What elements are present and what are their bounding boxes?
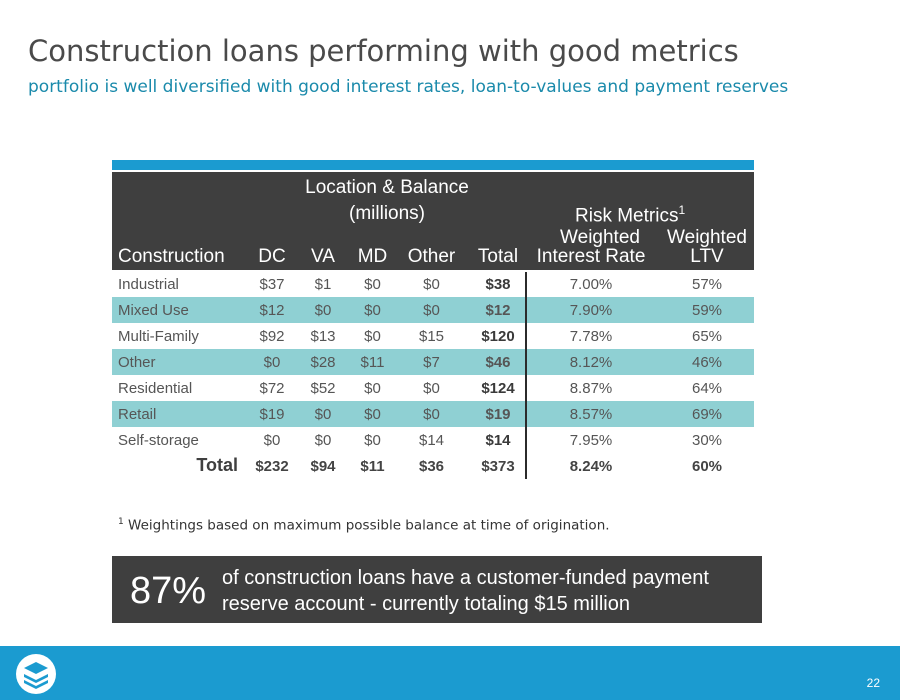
cell-ltv: 30%: [691, 432, 723, 449]
cell-rate: 7.90%: [569, 302, 613, 319]
callout-text-line2: reserve account - currently totaling $15…: [222, 593, 630, 615]
total-total: $373: [481, 458, 515, 475]
total-ltv: 60%: [691, 458, 723, 475]
col-ltv-line2: LTV: [690, 246, 724, 267]
page-number: 22: [866, 676, 880, 690]
cell-md: $0: [364, 432, 381, 449]
col-dc: DC: [258, 246, 286, 267]
cell-rate: 8.87%: [569, 380, 613, 397]
cell-total: $46: [485, 354, 511, 371]
table-row: Multi-Family $92 $13 $0 $15 $120 7.78% 6…: [112, 323, 754, 349]
cell-va: $0: [314, 302, 332, 319]
row-label: Other: [118, 354, 156, 371]
cell-total: $12: [485, 302, 511, 319]
col-other: Other: [407, 246, 456, 267]
millions-header: (millions): [349, 203, 425, 224]
cell-dc: $0: [263, 432, 281, 449]
cell-md: $0: [364, 380, 381, 397]
col-md: MD: [357, 246, 388, 267]
total-md: $11: [360, 458, 385, 475]
cell-ltv: 46%: [691, 354, 723, 371]
cell-other: $0: [423, 380, 440, 397]
cell-md: $0: [364, 302, 381, 319]
row-label: Retail: [118, 406, 157, 423]
cell-ltv: 65%: [691, 328, 723, 345]
cell-md: $0: [364, 406, 381, 423]
col-construction: Construction: [118, 246, 225, 267]
reserve-callout: 87% of construction loans have a custome…: [112, 556, 762, 623]
risk-metrics-divider: [525, 272, 527, 479]
cell-rate: 8.12%: [569, 354, 613, 371]
cell-va: $52: [310, 380, 336, 397]
table-row: Other $0 $28 $11 $7 $46 8.12% 46%: [112, 349, 754, 375]
col-rate-line1: Weighted: [560, 227, 640, 248]
location-balance-header: Location & Balance: [305, 177, 469, 198]
total-va: $94: [310, 458, 336, 475]
row-label: Self-storage: [118, 432, 199, 449]
cell-other: $0: [423, 302, 440, 319]
row-label: Residential: [118, 380, 193, 397]
cell-rate: 7.95%: [569, 432, 613, 449]
cell-ltv: 57%: [691, 276, 723, 293]
callout-percent: 87%: [130, 570, 207, 612]
cell-total: $124: [481, 380, 515, 397]
row-label: Multi-Family: [118, 328, 199, 345]
cell-total: $38: [485, 276, 511, 293]
table-body: Industrial $37 $1 $0 $0 $38 7.00% 57% Mi…: [112, 271, 754, 479]
cell-other: $15: [418, 328, 445, 345]
cell-va: $28: [310, 354, 336, 371]
risk-metrics-header: Risk Metrics1: [575, 203, 686, 227]
total-other: $36: [418, 458, 445, 475]
cell-md: $0: [364, 328, 381, 345]
footer-bar: 22: [0, 646, 900, 700]
cell-ltv: 69%: [691, 406, 723, 423]
table-row: Industrial $37 $1 $0 $0 $38 7.00% 57%: [112, 271, 754, 297]
cell-total: $14: [485, 432, 511, 449]
table-total-row: Total $232 $94 $11 $36 $373 8.24% 60%: [112, 453, 754, 479]
table-row: Residential $72 $52 $0 $0 $124 8.87% 64%: [112, 375, 754, 401]
page-subtitle: portfolio is well diversified with good …: [28, 77, 789, 97]
total-label: Total: [196, 455, 238, 475]
stacked-layers-logo-icon: [16, 654, 56, 694]
cell-dc: $37: [259, 276, 285, 293]
cell-va: $0: [314, 406, 332, 423]
callout-text-line1: of construction loans have a customer-fu…: [222, 567, 709, 589]
cell-other: $14: [418, 432, 445, 449]
cell-dc: $72: [259, 380, 285, 397]
cell-va: $0: [314, 432, 332, 449]
cell-dc: $0: [263, 354, 281, 371]
cell-total: $120: [481, 328, 515, 345]
total-rate: 8.24%: [569, 458, 613, 475]
table-header: Location & Balance (millions) Risk Metri…: [112, 172, 754, 270]
col-va: VA: [311, 246, 335, 267]
footnote: 1 Weightings based on maximum possible b…: [118, 517, 610, 534]
col-rate-line2: Interest Rate: [536, 246, 646, 267]
cell-dc: $12: [259, 302, 285, 319]
cell-md: $0: [364, 276, 381, 293]
cell-md: $11: [360, 354, 385, 371]
cell-dc: $92: [259, 328, 285, 345]
table-accent-bar: [112, 160, 754, 170]
cell-ltv: 59%: [691, 302, 723, 319]
table-row: Retail $19 $0 $0 $0 $19 8.57% 69%: [112, 401, 754, 427]
cell-other: $0: [423, 276, 440, 293]
col-total: Total: [477, 246, 519, 267]
cell-rate: 7.78%: [569, 328, 613, 345]
col-ltv-line1: Weighted: [667, 227, 747, 248]
cell-dc: $19: [259, 406, 285, 423]
cell-other: $7: [423, 354, 440, 371]
cell-va: $1: [314, 276, 332, 293]
cell-total: $19: [485, 406, 511, 423]
total-dc: $232: [255, 458, 289, 475]
table-row: Self-storage $0 $0 $0 $14 $14 7.95% 30%: [112, 427, 754, 453]
cell-ltv: 64%: [691, 380, 723, 397]
cell-other: $0: [423, 406, 440, 423]
page-title: Construction loans performing with good …: [28, 34, 739, 68]
row-label: Mixed Use: [118, 302, 189, 319]
cell-rate: 8.57%: [569, 406, 613, 423]
row-label: Industrial: [118, 276, 179, 293]
cell-va: $13: [310, 328, 336, 345]
cell-rate: 7.00%: [569, 276, 613, 293]
table-row: Mixed Use $12 $0 $0 $0 $12 7.90% 59%: [112, 297, 754, 323]
